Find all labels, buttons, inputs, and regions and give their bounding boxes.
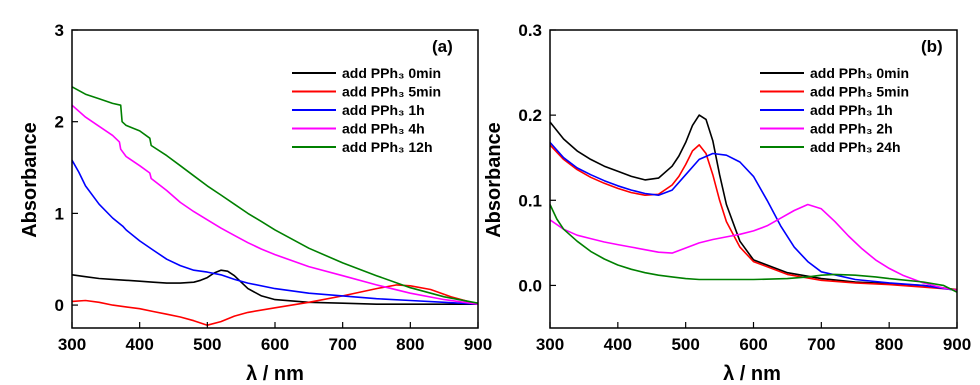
series-line-3 [549, 203, 958, 292]
plot-frame [549, 29, 958, 329]
legend-entry: add PPh₃ 0min [810, 65, 909, 81]
x-tick-label: 800 [875, 335, 903, 354]
y-tick-label: 0.3 [518, 21, 542, 40]
y-axis-title: Absorbance [483, 122, 505, 238]
series-line-2 [549, 141, 958, 292]
y-tick-label: 0.2 [518, 106, 542, 125]
x-tick-label: 400 [604, 335, 632, 354]
y-tick-label: 0.1 [518, 191, 542, 210]
y-tick-label: 0.0 [518, 276, 542, 295]
y-axis-title: Absorbance [19, 122, 41, 238]
x-axis-title: λ / nm [246, 363, 304, 385]
x-tick-label: 800 [396, 335, 424, 354]
panel-label: (b) [921, 37, 943, 56]
y-tick-label: 3 [55, 21, 64, 40]
legend-entry: add PPh₃ 5min [342, 84, 441, 100]
x-tick-label: 600 [739, 335, 767, 354]
chart-panel-b: Absorbance λ / nm (b) 300 400 500 600 700 800… [483, 21, 971, 385]
series-line-1 [71, 284, 479, 327]
series-line-0 [549, 114, 958, 291]
legend-entry: add PPh₃ 0min [342, 65, 441, 81]
x-tick-label: 300 [58, 335, 86, 354]
legend-entry: add PPh₃ 2h [810, 121, 893, 137]
series-line-3 [71, 104, 479, 305]
panel-label: (a) [432, 37, 453, 56]
y-tick-label: 0 [55, 296, 64, 315]
legend-entry: add PPh₃ 1h [342, 102, 425, 118]
series-line-4 [71, 86, 479, 304]
legend-entry: add PPh₃ 12h [342, 139, 433, 155]
y-tick-label: 1 [55, 204, 64, 223]
x-tick-label: 500 [671, 335, 699, 354]
legend-entry: add PPh₃ 1h [810, 102, 893, 118]
plot-frame [71, 29, 479, 329]
chart-panel-a: Absorbance λ / nm (a) 300 400 500 600 700 800… [19, 21, 492, 385]
x-tick-label: 400 [125, 335, 153, 354]
legend: add PPh₃ 0min add PPh₃ 5min add PPh₃ 1h add… [760, 65, 909, 155]
series-line-1 [549, 144, 958, 291]
legend-entry: add PPh₃ 4h [342, 121, 425, 137]
legend-entry: add PPh₃ 24h [810, 139, 901, 155]
series-line-2 [71, 159, 479, 305]
x-tick-label: 300 [536, 335, 564, 354]
x-axis-title: λ / nm [723, 363, 781, 385]
series-line-0 [71, 269, 478, 306]
x-tick-label: 700 [328, 335, 356, 354]
y-tick-label: 2 [55, 113, 64, 132]
series-line-4 [549, 204, 958, 293]
legend-entry: add PPh₃ 5min [810, 84, 909, 100]
x-tick-label: 900 [943, 335, 971, 354]
x-tick-label: 700 [807, 335, 835, 354]
legend: add PPh₃ 0min add PPh₃ 5min add PPh₃ 1h add… [292, 65, 441, 155]
x-tick-label: 600 [261, 335, 289, 354]
x-tick-label: 500 [193, 335, 221, 354]
x-tick-label: 900 [464, 335, 492, 354]
